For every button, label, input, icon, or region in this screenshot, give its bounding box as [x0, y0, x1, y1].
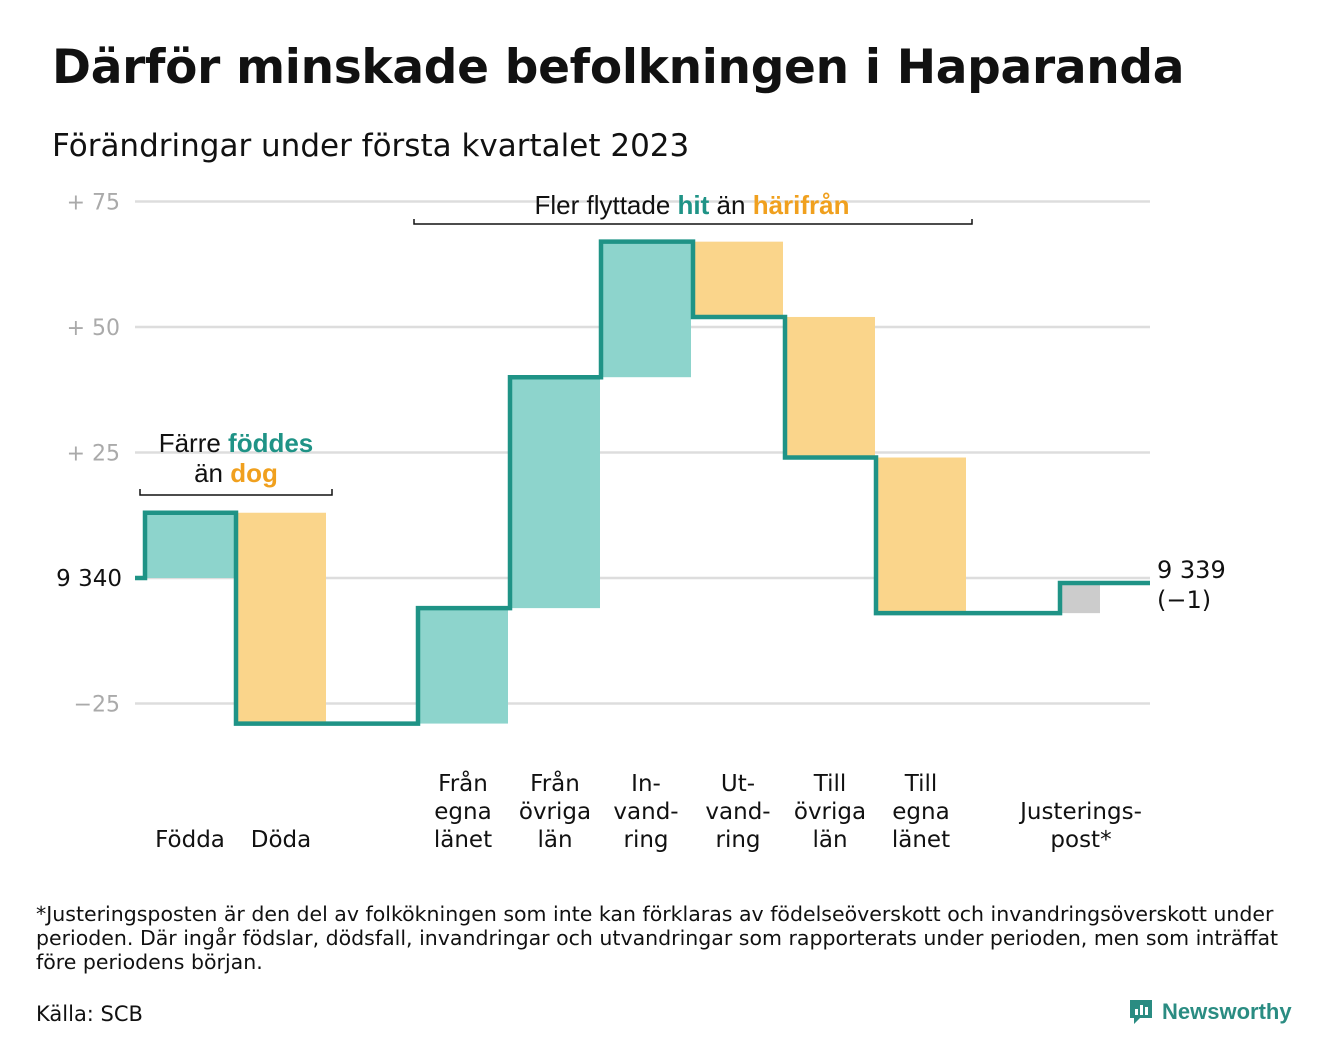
category-label: län [812, 827, 847, 853]
waterfall-chart: + 75 + 50 + 25 −25 9 340 9 339(−1) Födda Döda Fr… [56, 190, 1226, 853]
category-label: Till [904, 771, 938, 797]
y-tick-label: + 50 [67, 316, 120, 341]
chart-title: Därför minskade befolkningen i Haparanda [52, 40, 1185, 95]
category-label: övriga [794, 799, 866, 825]
category-label: Döda [251, 827, 311, 853]
category-label: egna [892, 799, 949, 825]
category-label: länet [434, 827, 492, 853]
category-label: post* [1050, 827, 1111, 853]
footnote: *Justeringsposten är den del av folkökni… [36, 902, 1279, 974]
annotation-text-part: än [709, 190, 752, 220]
bar-fran_ovriga_lan [510, 377, 600, 609]
category-label: Födda [155, 827, 225, 853]
bar-fodda [145, 512, 235, 578]
annotation-text-part: Färre [159, 428, 228, 458]
annotation-births-line2: än dog [194, 458, 278, 488]
annotation-text-part: föddes [228, 428, 313, 458]
newsworthy-logo-icon [1130, 1000, 1152, 1024]
annotation-text-part: hit [678, 190, 710, 220]
category-label: övriga [519, 799, 591, 825]
start-value-label: 9 340 [56, 566, 122, 592]
population-step-line [135, 239, 1150, 726]
bar-utvandring [693, 241, 783, 317]
category-label: vand- [613, 799, 678, 825]
annotation-bracket-migration [413, 219, 973, 225]
brand-logo: Newsworthy [1128, 998, 1292, 1026]
bar-fran_egna_lanet [418, 608, 508, 724]
category-label: länet [892, 827, 950, 853]
y-tick-label: + 25 [67, 442, 120, 467]
annotation-births-line1: Färre föddes [159, 428, 314, 458]
end-value-label: (−1) [1157, 586, 1211, 614]
bar-till_egna_lanet [876, 457, 966, 614]
bar-justeringspost [1060, 583, 1100, 614]
annotation-migration: Fler flyttade hit än härifrån [534, 190, 849, 220]
annotation-text-part: än [194, 458, 230, 488]
category-label: egna [434, 799, 491, 825]
category-label: Justerings- [1018, 799, 1142, 825]
annotation-text-part: dog [230, 458, 278, 488]
bar-invandring [601, 241, 691, 378]
category-label: Till [813, 771, 847, 797]
category-label: ring [715, 827, 760, 853]
category-label: Från [438, 769, 488, 797]
bar-doda [236, 512, 326, 724]
end-value-label: 9 339 [1157, 556, 1226, 584]
source-label: Källa: SCB [36, 1002, 143, 1026]
annotation-bracket-births [139, 489, 333, 496]
y-tick-label: −25 [74, 693, 120, 718]
category-label: Ut- [721, 771, 755, 797]
annotation-text-part: härifrån [753, 190, 850, 220]
category-label: vand- [705, 799, 770, 825]
brand-name: Newsworthy [1162, 999, 1292, 1024]
category-label: In- [631, 771, 661, 797]
category-label: län [537, 827, 572, 853]
y-tick-label: + 75 [67, 191, 120, 216]
annotation-text-part: Fler flyttade [534, 190, 677, 220]
category-label: Från [530, 769, 580, 797]
chart-subtitle: Förändringar under första kvartalet 2023 [52, 128, 690, 164]
category-label: ring [623, 827, 668, 853]
bar-till_ovriga_lan [785, 316, 875, 458]
